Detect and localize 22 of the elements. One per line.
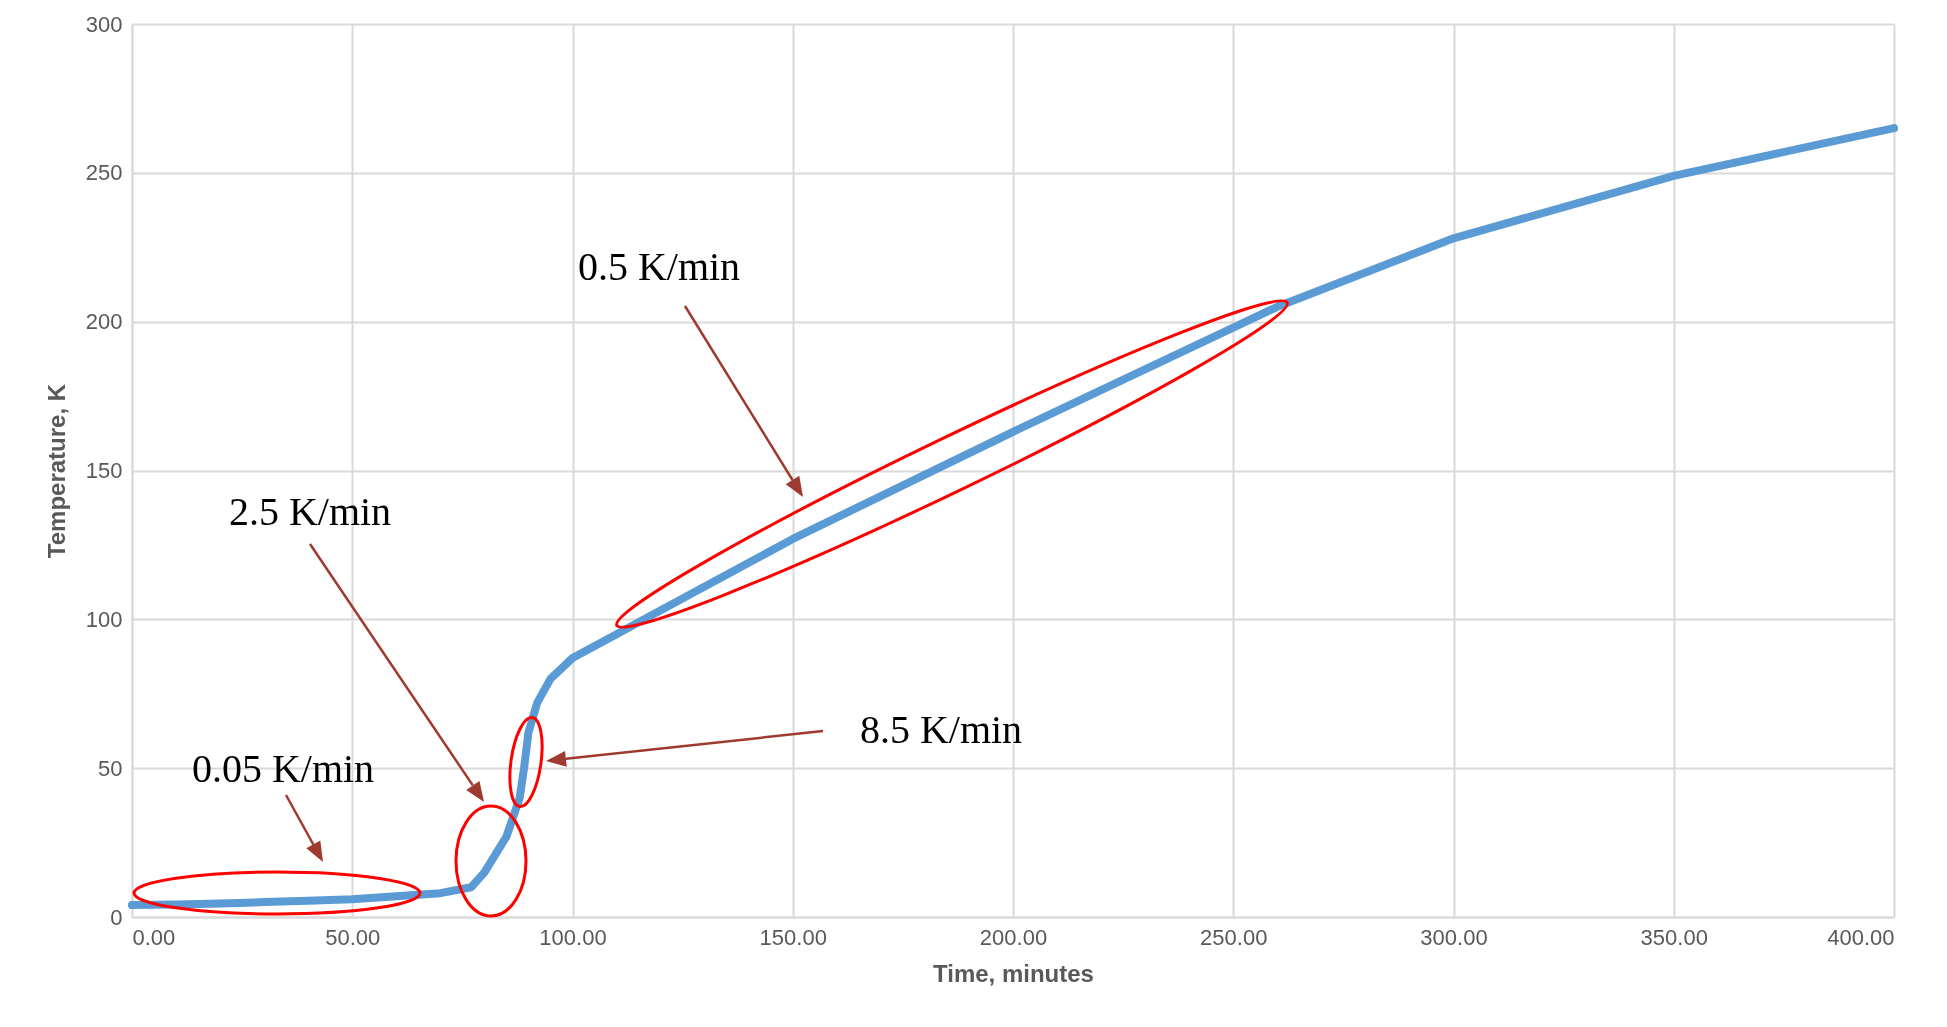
annotation: 2.5 K/min <box>228 489 392 534</box>
annotation: 8.5 K/min <box>859 707 1023 752</box>
annotation: 0.05 K/min <box>191 746 375 791</box>
y-tick-label: 100 <box>85 606 123 632</box>
x-tick-label: 0.00 <box>132 924 176 950</box>
y-tick-label: 50 <box>98 755 123 781</box>
y-tick-label: 200 <box>85 309 123 335</box>
x-tick-label: 100.00 <box>539 924 607 950</box>
x-tick-label: 200.00 <box>979 924 1048 950</box>
y-tick-label: 0 <box>110 904 123 930</box>
x-axis-title: Time, minutes <box>933 959 1094 987</box>
y-axis-title: Temperature, K <box>42 383 70 559</box>
x-tick-label: 50.00 <box>325 924 381 950</box>
x-tick-label: 150.00 <box>759 924 827 950</box>
y-tick-label: 300 <box>85 11 123 37</box>
y-tick-label: 250 <box>85 160 123 186</box>
x-tick-label: 400.00 <box>1827 924 1895 950</box>
annotation: 0.5 K/min <box>577 244 741 289</box>
x-tick-label: 300.00 <box>1420 924 1488 950</box>
x-tick-label: 250.00 <box>1200 924 1268 950</box>
y-tick-label: 150 <box>85 458 123 483</box>
x-tick-label: 350.00 <box>1640 924 1708 950</box>
